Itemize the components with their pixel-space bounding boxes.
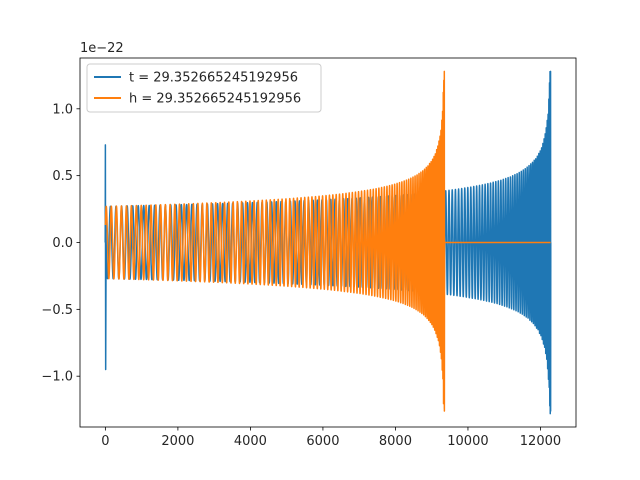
x-tick-label: 12000 <box>520 434 561 449</box>
axes: 0 2000 4000 6000 8000 10000 12000 −1.0 −0.5 0.0 0.… <box>41 57 577 449</box>
x-tick-label: 2000 <box>161 434 194 449</box>
series-group <box>104 70 552 415</box>
legend-box <box>86 63 322 113</box>
x-tick-label: 0 <box>101 434 109 449</box>
legend: t = 29.352665245192956 h = 29.35266524519… <box>86 63 322 113</box>
legend-label: t = 29.352665245192956 <box>129 71 298 86</box>
y-tick-label: 0.0 <box>52 236 73 251</box>
y-tick-label: −1.0 <box>41 370 73 385</box>
x-tick-label: 6000 <box>306 434 339 449</box>
series-line-h <box>104 70 551 412</box>
x-tick-label: 10000 <box>447 434 488 449</box>
y-tick-label: 1.0 <box>52 102 73 117</box>
y-offset-text: 1e−22 <box>80 41 124 56</box>
y-tick-label: −0.5 <box>41 303 73 318</box>
x-tick-label: 8000 <box>379 434 412 449</box>
y-tick-label: 0.5 <box>52 169 73 184</box>
plot-area <box>104 70 552 415</box>
legend-label: h = 29.352665245192956 <box>129 92 301 107</box>
x-tick-label: 4000 <box>234 434 267 449</box>
